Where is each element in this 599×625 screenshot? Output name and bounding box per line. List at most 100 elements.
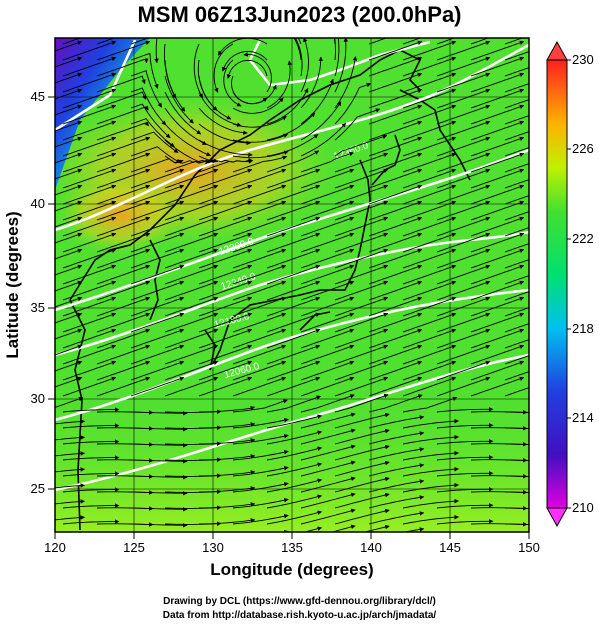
streamline <box>96 360 151 381</box>
streamline <box>436 38 456 45</box>
streamline <box>334 248 389 269</box>
streamline <box>130 459 188 464</box>
streamline <box>436 471 494 477</box>
streamline <box>232 155 288 173</box>
streamline <box>504 523 529 526</box>
streamline <box>368 344 423 365</box>
colorbar-label: 230 <box>572 52 594 67</box>
y-tick-label: 35 <box>31 300 45 315</box>
streamline <box>402 296 457 317</box>
streamline <box>198 123 252 146</box>
streamline <box>266 264 321 285</box>
streamline <box>96 38 116 45</box>
streamline <box>402 72 457 93</box>
streamline <box>62 56 117 77</box>
colorbar-top-arrow <box>546 40 568 61</box>
streamline <box>368 248 423 269</box>
streamline <box>62 168 117 189</box>
streamline <box>300 248 355 269</box>
streamline <box>96 75 146 93</box>
streamline <box>334 264 389 285</box>
streamline <box>217 38 268 56</box>
streamline <box>300 101 342 141</box>
streamline <box>130 491 188 496</box>
streamline <box>232 97 284 114</box>
streamline <box>164 264 219 285</box>
streamline <box>232 248 287 269</box>
streamline <box>436 232 491 253</box>
streamline <box>300 444 356 461</box>
streamline <box>266 430 323 445</box>
streamline <box>130 118 175 148</box>
streamline <box>402 328 457 349</box>
streamline <box>402 280 457 301</box>
streamline <box>198 344 253 365</box>
streamline <box>436 136 491 157</box>
streamline <box>130 131 179 153</box>
streamline <box>470 296 525 317</box>
streamline <box>368 232 423 253</box>
streamline <box>62 519 120 525</box>
streamline <box>504 323 529 333</box>
streamline <box>334 168 389 189</box>
streamline <box>62 40 117 61</box>
streamline <box>232 264 287 285</box>
streamline <box>266 395 322 413</box>
plot-area: 12360.0 12300.0 12240.0 12180.0 12060.0 <box>0 38 529 557</box>
streamline <box>62 439 120 445</box>
streamline <box>62 264 117 285</box>
streamline <box>368 216 423 237</box>
streamline <box>266 328 321 349</box>
streamline <box>368 511 425 525</box>
streamline <box>62 120 117 141</box>
streamline <box>131 556 187 557</box>
streamline <box>504 371 529 381</box>
streamline <box>436 280 491 301</box>
streamline <box>198 264 253 285</box>
streamline <box>130 296 185 317</box>
streamline <box>55 499 86 505</box>
streamline <box>436 407 494 413</box>
streamline <box>402 200 457 221</box>
streamline <box>266 216 321 237</box>
streamline <box>436 344 491 365</box>
streamline <box>198 232 253 253</box>
streamline <box>96 200 151 221</box>
y-axis-title: Latitude (degrees) <box>3 211 22 358</box>
streamline <box>62 328 117 349</box>
streamline <box>130 146 181 164</box>
y-tick-label: 40 <box>31 196 45 211</box>
streamline <box>300 56 323 109</box>
streamline <box>334 38 340 77</box>
streamline <box>470 104 525 125</box>
streamline <box>0 170 48 189</box>
streamline <box>198 518 256 525</box>
streamline <box>436 184 491 205</box>
streamline <box>130 523 188 528</box>
x-tick-label: 150 <box>518 540 540 555</box>
streamline <box>402 136 457 157</box>
streamline <box>96 40 151 61</box>
streamline <box>198 296 253 317</box>
height-contours <box>55 39 529 492</box>
x-tick-label: 135 <box>281 540 303 555</box>
streamline <box>470 168 525 189</box>
streamline <box>368 328 423 349</box>
streamline <box>470 328 525 349</box>
streamline <box>130 376 185 397</box>
streamline <box>63 538 119 540</box>
streamline <box>302 526 323 532</box>
streamline <box>130 312 185 333</box>
streamline <box>130 360 185 381</box>
streamline <box>223 59 242 107</box>
streamline <box>470 56 525 77</box>
streamline <box>300 394 355 413</box>
streamline <box>96 184 151 205</box>
streamline <box>300 492 356 509</box>
streamline <box>198 184 253 205</box>
streamline <box>198 502 256 509</box>
streamline <box>402 376 457 397</box>
x-tick-label: 140 <box>360 540 382 555</box>
streamline <box>232 498 289 509</box>
streamline <box>62 88 117 109</box>
